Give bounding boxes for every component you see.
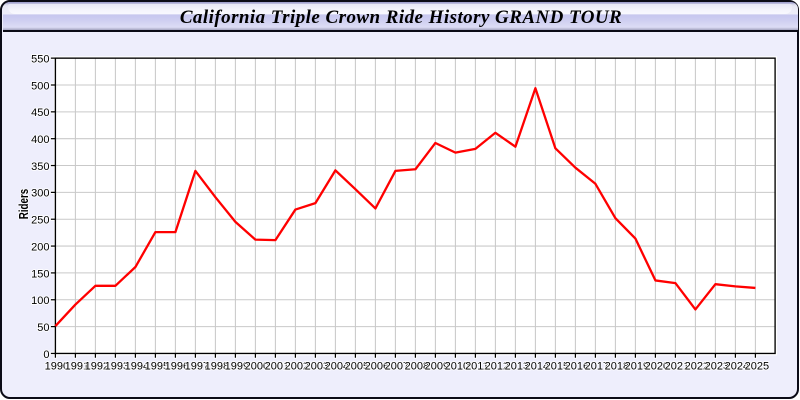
svg-text:2010: 2010: [445, 360, 469, 372]
svg-text:1996: 1996: [165, 360, 189, 372]
svg-text:2001: 2001: [265, 360, 289, 372]
svg-text:2021: 2021: [665, 360, 689, 372]
svg-text:2005: 2005: [345, 360, 369, 372]
svg-text:2024: 2024: [725, 360, 749, 372]
svg-text:2018: 2018: [605, 360, 629, 372]
svg-text:100: 100: [31, 295, 49, 307]
svg-text:2012: 2012: [485, 360, 509, 372]
svg-text:150: 150: [31, 268, 49, 280]
svg-text:1995: 1995: [145, 360, 169, 372]
svg-text:2009: 2009: [425, 360, 449, 372]
svg-text:2017: 2017: [585, 360, 609, 372]
svg-text:2023: 2023: [705, 360, 729, 372]
svg-text:1994: 1994: [125, 360, 149, 372]
svg-text:2025: 2025: [745, 360, 769, 372]
svg-text:Riders: Riders: [16, 189, 31, 220]
svg-text:500: 500: [31, 80, 49, 92]
svg-text:1990: 1990: [45, 360, 69, 372]
svg-text:2014: 2014: [525, 360, 549, 372]
svg-text:2002: 2002: [285, 360, 309, 372]
svg-text:350: 350: [31, 161, 49, 173]
svg-text:2003: 2003: [305, 360, 329, 372]
svg-text:2019: 2019: [625, 360, 649, 372]
svg-text:2007: 2007: [385, 360, 409, 372]
svg-text:1999: 1999: [225, 360, 249, 372]
svg-text:450: 450: [31, 107, 49, 119]
svg-text:2015: 2015: [545, 360, 569, 372]
svg-text:2020: 2020: [645, 360, 669, 372]
svg-text:2006: 2006: [365, 360, 389, 372]
svg-text:2008: 2008: [405, 360, 429, 372]
svg-text:1993: 1993: [105, 360, 129, 372]
svg-text:200: 200: [31, 241, 49, 253]
svg-text:2016: 2016: [565, 360, 589, 372]
svg-text:1998: 1998: [205, 360, 229, 372]
svg-text:0: 0: [43, 349, 49, 361]
svg-text:250: 250: [31, 215, 49, 227]
svg-text:400: 400: [31, 134, 49, 146]
svg-text:550: 550: [31, 54, 49, 66]
svg-text:2011: 2011: [465, 360, 489, 372]
svg-text:2000: 2000: [245, 360, 269, 372]
svg-text:50: 50: [37, 322, 49, 334]
svg-text:1997: 1997: [185, 360, 209, 372]
svg-text:2013: 2013: [505, 360, 529, 372]
svg-text:2022: 2022: [685, 360, 709, 372]
svg-text:2004: 2004: [325, 360, 349, 372]
svg-text:1992: 1992: [85, 360, 109, 372]
svg-text:300: 300: [31, 188, 49, 200]
svg-text:1991: 1991: [65, 360, 89, 372]
